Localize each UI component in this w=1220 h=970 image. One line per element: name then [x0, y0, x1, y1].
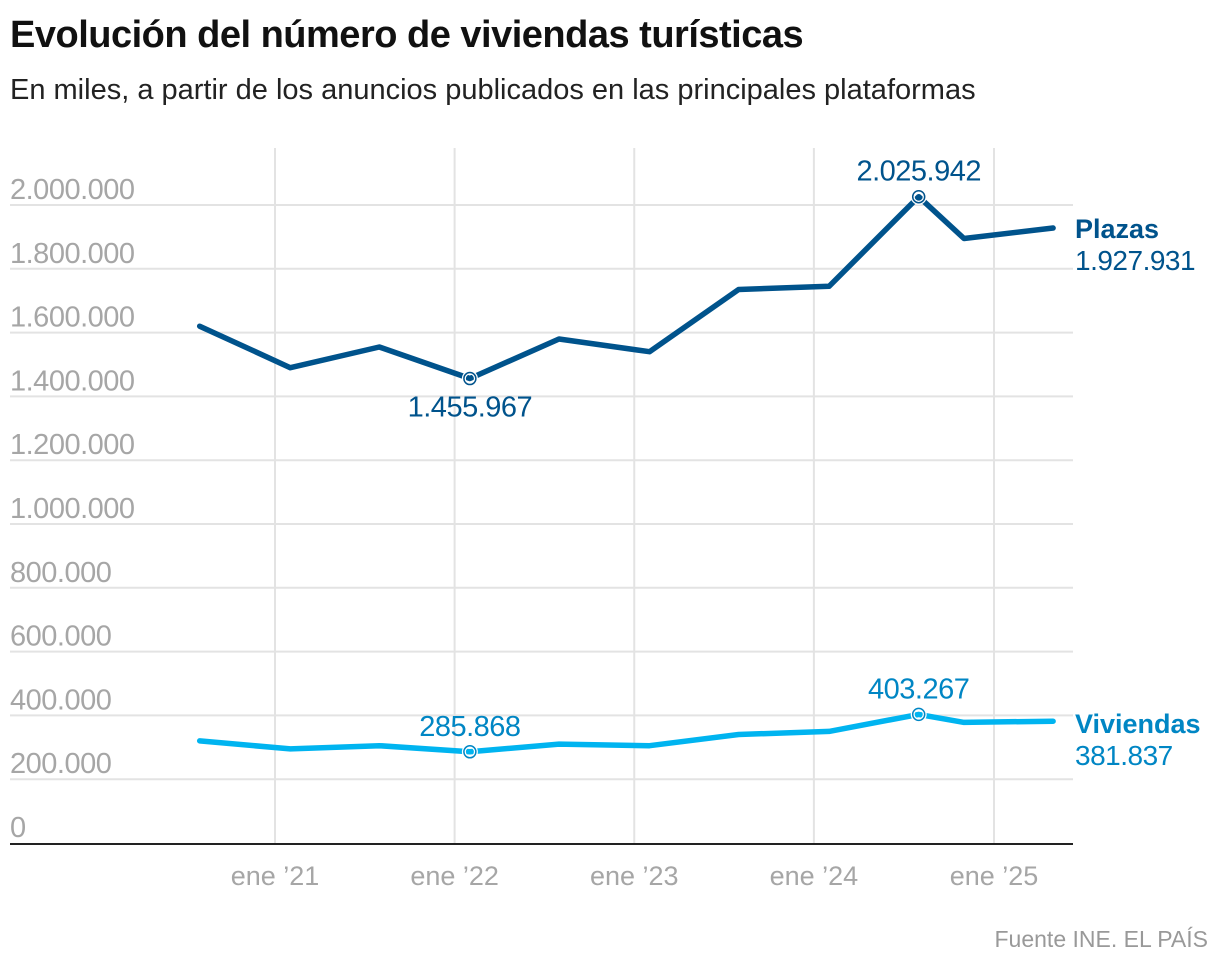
source-note: Fuente INE. EL PAÍS — [994, 926, 1209, 952]
y-tick-label: 1.200.000 — [10, 429, 135, 461]
x-tick-label: ene ’23 — [590, 861, 679, 891]
series-end-value-label-viviendas: 381.837 — [1075, 740, 1173, 771]
y-tick-label: 1.400.000 — [10, 365, 135, 397]
point-marker — [911, 189, 926, 204]
point-marker — [463, 371, 477, 386]
x-tick-labels: ene ’21 ene ’22 ene ’23 ene ’24 ene ’25 — [231, 861, 1039, 891]
chart-subtitle: En miles, a partir de los anuncios publi… — [10, 74, 976, 106]
y-tick-label: 400.000 — [10, 684, 111, 716]
series-end-value-label-plazas: 1.927.931 — [1075, 245, 1195, 276]
y-tick-label: 1.000.000 — [10, 493, 135, 525]
x-tick-label: ene ’25 — [950, 861, 1039, 891]
series-name-label-plazas: Plazas — [1075, 214, 1159, 244]
x-tick-label: ene ’22 — [410, 861, 499, 891]
data-label: 403.267 — [868, 673, 969, 705]
data-label: 285.868 — [419, 711, 520, 743]
y-tick-label: 2.000.000 — [10, 174, 135, 206]
series-line-plazas — [196, 193, 1056, 382]
y-tick-label: 600.000 — [10, 621, 111, 653]
data-label: 2.025.942 — [856, 156, 981, 188]
point-marker — [463, 745, 477, 759]
y-tick-label: 1.600.000 — [10, 302, 135, 334]
y-tick-label: 800.000 — [10, 557, 111, 589]
y-tick-label: 200.000 — [10, 748, 111, 780]
y-tick-label: 1.800.000 — [10, 238, 135, 270]
x-tick-label: ene ’21 — [231, 861, 320, 891]
series-name-label-viviendas: Viviendas — [1075, 709, 1201, 739]
y-tick-label: 0 — [10, 812, 26, 844]
chart-title: Evolución del número de viviendas turíst… — [10, 14, 804, 56]
y-tick-labels: 0 200.000 400.000 600.000 800.000 1.000.000 1.… — [10, 174, 135, 844]
series-layer — [196, 188, 1056, 760]
grid-layer — [10, 148, 1073, 845]
series-line-viviendas — [196, 711, 1056, 755]
point-marker — [911, 707, 926, 722]
data-label: 1.455.967 — [408, 392, 533, 424]
x-tick-label: ene ’24 — [770, 861, 859, 891]
line-chart: 0 200.000 400.000 600.000 800.000 1.000.000 1.… — [10, 148, 1201, 891]
